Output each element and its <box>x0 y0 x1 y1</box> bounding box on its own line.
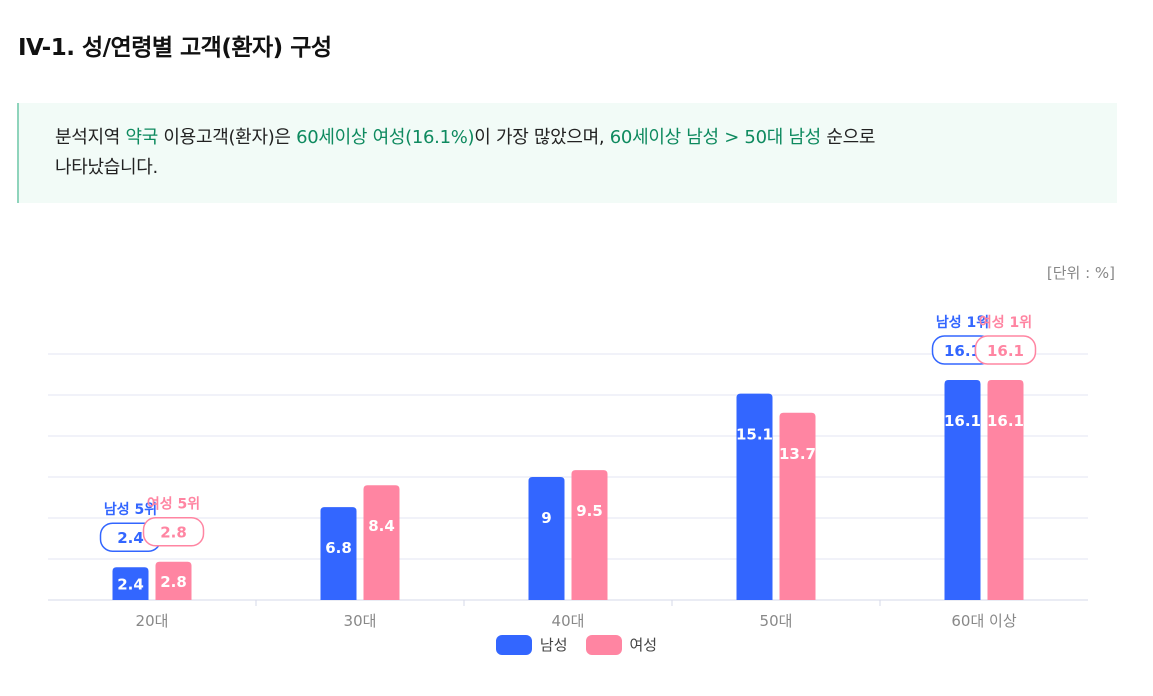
summary-text-5: 나타났습니다. <box>55 157 158 178</box>
page-title: IV-1. 성/연령별 고객(환자) 구성 <box>18 35 332 61</box>
bar <box>779 412 816 600</box>
annotation-label: 남성 5위 <box>104 501 157 518</box>
data-label: 8.4 <box>368 517 395 535</box>
summary-text: 분석지역 약국 이용고객(환자)은 60세이상 여성(16.1%)이 가장 많았… <box>55 123 1095 183</box>
bar <box>155 561 192 600</box>
summary-text-1: 분석지역 <box>55 127 126 148</box>
x-tick-label: 50대 <box>760 612 793 630</box>
annotation-label: 남성 1위 <box>936 314 989 331</box>
bar <box>112 567 149 600</box>
bar-chart: 20대 2.4 2.8 30대 6.8 8.4 40대 9 9.5 50대 15.1 13.7 60대 … <box>48 314 1088 630</box>
data-label: 16.1 <box>987 412 1024 430</box>
summary-text-3: 이 가장 많았으며, <box>474 127 610 148</box>
annotation-bubble <box>142 516 205 547</box>
data-label: 2.8 <box>160 573 187 591</box>
annotation-value: 16.1 <box>944 342 981 360</box>
legend: 남성 여성 <box>0 634 1153 655</box>
bar <box>363 485 400 600</box>
summary-top: 60세이상 여성(16.1%) <box>296 127 475 148</box>
summary-region: 약국 <box>125 127 158 148</box>
data-label: 9.5 <box>576 502 603 520</box>
legend-item-female[interactable]: 여성 <box>585 634 658 655</box>
annotation-label: 여성 5위 <box>147 496 200 513</box>
data-label: 16.1 <box>944 412 981 430</box>
annotation-bubble <box>974 335 1037 365</box>
bar <box>944 379 981 600</box>
annotation-label: 여성 1위 <box>979 314 1032 331</box>
legend-swatch-female <box>585 634 622 655</box>
unit-label: [단위 : %] <box>1046 264 1115 282</box>
x-tick-label: 20대 <box>136 612 169 630</box>
bar <box>571 470 608 600</box>
legend-label-male: 남성 <box>539 636 568 654</box>
x-tick-label: 40대 <box>552 612 585 630</box>
legend-label-female: 여성 <box>629 636 658 654</box>
annotation-value: 2.4 <box>117 529 144 547</box>
summary-text-4: 순으로 <box>820 127 876 148</box>
data-label: 15.1 <box>736 426 773 444</box>
summary-box: 분석지역 약국 이용고객(환자)은 60세이상 여성(16.1%)이 가장 많았… <box>17 103 1117 203</box>
legend-item-male[interactable]: 남성 <box>495 634 568 655</box>
summary-text-2: 이용고객(환자)은 <box>158 127 297 148</box>
bar <box>987 379 1024 600</box>
legend-swatch-male <box>495 634 532 655</box>
data-label: 2.4 <box>117 576 144 594</box>
data-label: 6.8 <box>325 539 352 557</box>
data-label: 9 <box>541 509 551 527</box>
x-tick-label: 30대 <box>344 612 377 630</box>
data-label: 13.7 <box>779 445 816 463</box>
annotation-value: 16.1 <box>987 342 1024 360</box>
x-tick-label: 60대 이상 <box>951 612 1016 630</box>
annotation-value: 2.8 <box>160 524 187 542</box>
bar <box>320 507 357 600</box>
bar <box>736 393 773 600</box>
bar <box>528 477 565 600</box>
summary-rank: 60세이상 남성 > 50대 남성 <box>609 127 821 148</box>
